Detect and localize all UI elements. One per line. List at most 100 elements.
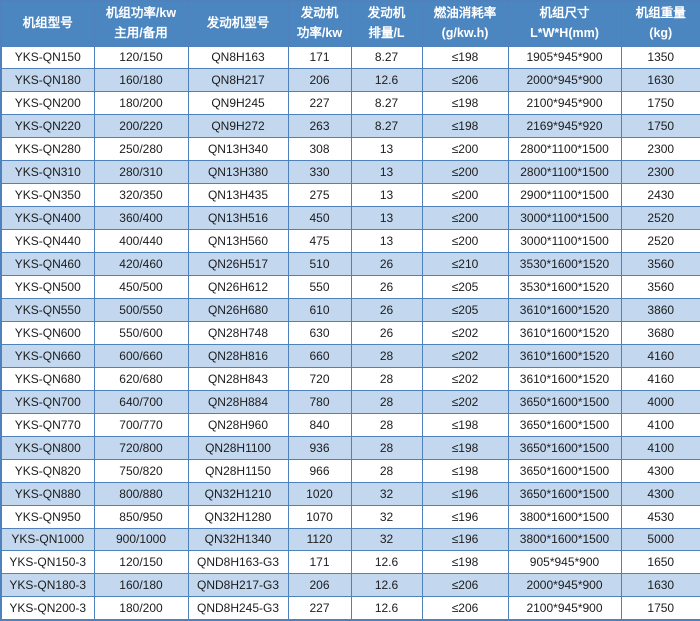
cell: ≤202 [421, 343, 509, 368]
cell: 2169*945*920 [507, 114, 622, 139]
cell: 3650*1600*1500 [507, 412, 622, 437]
cell: QN13H340 [187, 137, 289, 162]
header-line: 发动机型号 [206, 16, 270, 31]
cell: 171 [287, 45, 352, 70]
cell: ≤210 [421, 252, 509, 277]
cell: 600/660 [93, 343, 189, 368]
cell: ≤196 [421, 481, 509, 506]
table-row: YKS-QN880 800/880 QN32H1210 1020 32 ≤196 3650*… [0, 481, 700, 506]
table-row: YKS-QN150-3 120/150 QND8H163-G3 171 12.6 ≤198… [0, 550, 700, 575]
header-line: 发动机 [367, 6, 406, 21]
cell: ≤200 [421, 183, 509, 208]
table-row: YKS-QN1000 900/1000 QN32H1340 1120 32 ≤196 380… [0, 527, 700, 552]
cell: ≤200 [421, 229, 509, 254]
cell: YKS-QN820 [0, 458, 95, 483]
column-header-unit-power: 机组功率/kw 主用/备用 [93, 0, 189, 47]
cell: 2800*1100*1500 [507, 137, 622, 162]
cell: 4100 [620, 435, 700, 460]
cell: QN32H1210 [187, 481, 289, 506]
cell: ≤202 [421, 389, 509, 414]
cell: QN28H816 [187, 343, 289, 368]
cell: 28 [350, 343, 423, 368]
cell: YKS-QN180-3 [0, 573, 95, 598]
cell: ≤206 [421, 573, 509, 598]
cell: 180/200 [93, 596, 189, 621]
table-row: YKS-QN400 360/400 QN13H516 450 13 ≤200 3000*11… [0, 206, 700, 231]
table-row: YKS-QN150 120/150 QN8H163 171 8.27 ≤198 1905*9… [0, 45, 700, 70]
cell: 3000*1100*1500 [507, 229, 622, 254]
cell: QN28H960 [187, 412, 289, 437]
cell: QN9H245 [187, 91, 289, 116]
cell: QN32H1340 [187, 527, 289, 552]
cell: 450 [287, 206, 352, 231]
cell: 610 [287, 297, 352, 322]
table-row: YKS-QN600 550/600 QN28H748 630 26 ≤202 3610*16… [0, 320, 700, 345]
cell: 630 [287, 320, 352, 345]
cell: YKS-QN770 [0, 412, 95, 437]
cell: 4300 [620, 481, 700, 506]
cell: ≤200 [421, 206, 509, 231]
cell: YKS-QN280 [0, 137, 95, 162]
header-line: (kg) [649, 25, 673, 40]
cell: QN26H517 [187, 252, 289, 277]
cell: 180/200 [93, 91, 189, 116]
cell: YKS-QN220 [0, 114, 95, 139]
cell: ≤202 [421, 320, 509, 345]
cell: 4530 [620, 504, 700, 529]
cell: 620/680 [93, 366, 189, 391]
cell: 640/700 [93, 389, 189, 414]
cell: 3610*1600*1520 [507, 343, 622, 368]
cell: 26 [350, 297, 423, 322]
column-header-unit-model: 机组型号 [0, 0, 95, 47]
cell: 3680 [620, 320, 700, 345]
cell: YKS-QN150-3 [0, 550, 95, 575]
table-row: YKS-QN820 750/820 QN28H1150 966 28 ≤198 3650*1… [0, 458, 700, 483]
cell: 1750 [620, 91, 700, 116]
cell: 227 [287, 596, 352, 621]
cell: 330 [287, 160, 352, 185]
table-body: YKS-QN150 120/150 QN8H163 171 8.27 ≤198 1905*9… [0, 45, 700, 621]
column-header-engine-displacement: 发动机 排量/L [350, 0, 423, 47]
header-row: 机组型号 机组功率/kw 主用/备用 发动机型号 发动机 功率/kw 发动机 排量/L 燃油消耗… [0, 0, 700, 47]
cell: 26 [350, 320, 423, 345]
cell: 1350 [620, 45, 700, 70]
cell: 450/500 [93, 275, 189, 299]
cell: QN9H272 [187, 114, 289, 139]
cell: YKS-QN700 [0, 389, 95, 414]
cell: 3560 [620, 252, 700, 277]
header-line: 机组尺寸 [539, 6, 590, 21]
cell: 12.6 [350, 550, 423, 575]
cell: 1020 [287, 481, 352, 506]
cell: QN28H843 [187, 366, 289, 391]
cell: 320/350 [93, 183, 189, 208]
cell: 2520 [620, 229, 700, 254]
cell: QND8H163-G3 [187, 550, 289, 575]
cell: 263 [287, 114, 352, 139]
cell: 3800*1600*1500 [507, 527, 622, 552]
cell: YKS-QN400 [0, 206, 95, 231]
cell: 720/800 [93, 435, 189, 460]
cell: 550 [287, 275, 352, 299]
cell: 160/180 [93, 573, 189, 598]
cell: 3530*1600*1520 [507, 275, 622, 299]
table-header: 机组型号 机组功率/kw 主用/备用 发动机型号 发动机 功率/kw 发动机 排量/L 燃油消耗… [0, 0, 700, 47]
cell: 3650*1600*1500 [507, 458, 622, 483]
cell: 308 [287, 137, 352, 162]
cell: 1750 [620, 596, 700, 621]
cell: ≤198 [421, 550, 509, 575]
table-row: YKS-QN440 400/440 QN13H560 475 13 ≤200 3000*11… [0, 229, 700, 254]
cell: 2520 [620, 206, 700, 231]
cell: 13 [350, 206, 423, 231]
cell: 2100*945*900 [507, 91, 622, 116]
header-line: 燃油消耗率 [433, 6, 497, 21]
cell: YKS-QN1000 [0, 527, 95, 552]
cell: YKS-QN310 [0, 160, 95, 185]
cell: 32 [350, 527, 423, 552]
cell: 171 [287, 550, 352, 575]
cell: 250/280 [93, 137, 189, 162]
cell: 400/440 [93, 229, 189, 254]
cell: 1630 [620, 68, 700, 93]
cell: 3610*1600*1520 [507, 366, 622, 391]
cell: QND8H245-G3 [187, 596, 289, 621]
